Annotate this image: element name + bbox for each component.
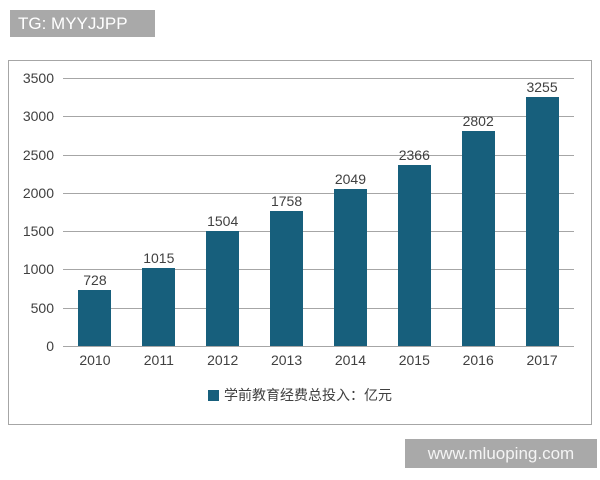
bar-value-label-2015: 2366 [398,146,430,163]
gridline-1500 [63,231,574,233]
bar-value-label-2017: 3255 [526,78,558,95]
x-axis-label-2013: 2013 [270,352,303,368]
bar-slot-2014: 2049 [319,78,383,346]
bar-2015 [397,164,431,346]
gridline-2500 [63,154,574,156]
watermark-bottom: www.mluoping.com [405,439,597,468]
bar-value-label-2013: 1758 [270,193,303,210]
bar-value-label-2012: 1504 [207,212,239,229]
y-tick-label-2500: 2500 [22,146,54,163]
bar-slot-2011: 1015 [127,78,191,346]
bar-slot-2010: 728 [63,78,127,346]
bar-slot-2013: 1758 [255,78,319,346]
bar-2017 [525,96,559,346]
bar-value-label-2011: 1015 [143,250,175,267]
x-axis-label-2010: 2010 [79,352,111,368]
bar-2014 [333,189,367,346]
bar-value-label-2014: 2049 [334,171,367,188]
bar-chart: 0 500 1000 1500 2000 2500 3000 3500 728 1015 1504… [8,60,592,425]
gridline-2000 [63,192,574,194]
x-axis-label-2014: 2014 [334,352,367,368]
gridline-3500 [63,78,574,79]
y-tick-label-0: 0 [46,338,54,354]
bar-2011 [142,268,176,346]
y-tick-label-500: 500 [30,299,54,316]
legend-swatch-icon [208,389,219,401]
gridline-3000 [63,116,574,118]
x-axis-label-2016: 2016 [462,352,494,368]
bar-2012 [206,230,240,346]
plot-area: 0 500 1000 1500 2000 2500 3000 3500 728 1015 1504… [23,70,574,354]
x-axis-label-2011: 2011 [143,352,174,368]
legend: 学前教育经费总投入：亿元 [9,385,591,405]
x-axis-label-2012: 2012 [207,352,239,368]
x-axis-label-2015: 2015 [398,352,430,368]
bar-2010 [78,290,112,346]
legend-label: 学前教育经费总投入：亿元 [224,387,392,403]
bar-2016 [461,131,495,346]
y-tick-label-1000: 1000 [22,261,54,278]
gridline-1000 [63,269,574,271]
bar-2013 [270,211,304,346]
bar-slot-2012: 1504 [191,78,255,346]
bar-slot-2017: 3255 [510,78,574,346]
bar-slot-2016: 2802 [446,78,510,346]
bar-slot-2015: 2366 [382,78,446,346]
bar-series: 728 1015 1504 1758 2049 2366 2802 3255 [63,78,574,346]
watermark-top: TG: MYYJJPP [10,10,155,37]
bar-value-label-2016: 2802 [462,113,494,130]
x-axis-label-2017: 2017 [526,352,558,368]
gridline-500 [63,307,574,309]
gridline-0 [63,346,574,347]
x-axis-labels: 2010 2011 2012 2013 2014 2015 2016 2017 [63,352,574,368]
y-tick-label-3500: 3500 [22,70,54,86]
y-tick-label-1500: 1500 [22,223,54,240]
y-tick-label-3000: 3000 [22,108,54,125]
y-tick-label-2000: 2000 [22,184,54,201]
bar-value-label-2010: 728 [83,272,107,289]
